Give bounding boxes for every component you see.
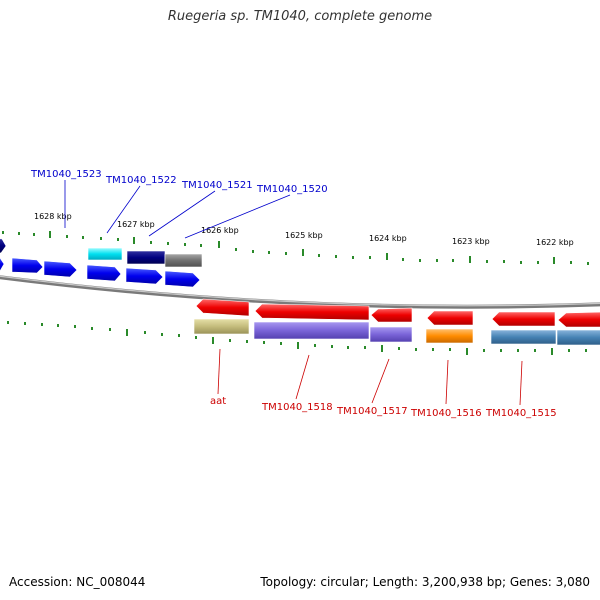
gene-arrow[interactable] [11, 257, 44, 274]
gene-arrow[interactable] [125, 267, 164, 285]
gene-arrow[interactable] [164, 270, 201, 288]
gene-block[interactable] [193, 318, 250, 335]
reverse-gene-track-2 [193, 318, 600, 346]
gene-arrow[interactable] [86, 264, 122, 282]
scale-label: 1627 kbp [117, 220, 155, 229]
gene-label[interactable]: TM1040_1522 [105, 175, 177, 186]
gene-label[interactable]: TM1040_1516 [410, 408, 482, 419]
gene-arrow[interactable] [0, 238, 7, 254]
gene-arrow[interactable] [43, 260, 78, 278]
gene-block[interactable] [164, 253, 203, 268]
scale-label: 1626 kbp [201, 226, 239, 235]
scale-labels: 1628 kbp 1627 kbp 1626 kbp 1625 kbp 1624… [34, 212, 574, 247]
gene-arrow[interactable] [195, 298, 250, 317]
gene-label[interactable]: TM1040_1521 [181, 180, 253, 191]
gene-block[interactable] [490, 329, 557, 345]
gene-label[interactable]: TM1040_1517 [336, 406, 408, 417]
accession-label: Accession: NC_008044 [9, 575, 146, 589]
gene-block[interactable] [253, 321, 370, 340]
gene-arrow[interactable] [370, 307, 413, 323]
lower-tick-track [7, 321, 587, 355]
reverse-label-lines [217, 348, 523, 406]
gene-block[interactable] [556, 329, 600, 346]
gene-block[interactable] [425, 328, 474, 344]
gene-label[interactable]: aat [210, 396, 226, 407]
scale-label: 1624 kbp [369, 234, 407, 243]
gene-arrow[interactable] [254, 303, 370, 321]
gene-block[interactable] [369, 326, 413, 343]
map-title: Ruegeria sp. TM1040, complete genome [167, 9, 433, 24]
forward-label-lines [64, 180, 291, 239]
gene-block[interactable] [126, 250, 166, 265]
gene-arrow[interactable] [491, 311, 556, 327]
gene-label[interactable]: TM1040_1518 [261, 402, 333, 413]
upper-tick-track [2, 231, 589, 265]
gene-arrow[interactable] [0, 257, 5, 272]
reverse-gene-track-1 [195, 298, 600, 328]
gene-label[interactable]: TM1040_1523 [30, 169, 102, 180]
scale-label: 1623 kbp [452, 237, 490, 246]
gene-block[interactable] [87, 247, 123, 261]
genome-backbone [0, 275, 600, 309]
scale-label: 1622 kbp [536, 238, 574, 247]
forward-gene-track-1 [0, 238, 203, 268]
forward-gene-track-2 [0, 257, 201, 288]
reverse-gene-labels: aat TM1040_1518 TM1040_1517 TM1040_1516 … [210, 396, 557, 419]
gene-label[interactable]: TM1040_1515 [485, 408, 557, 419]
scale-label: 1628 kbp [34, 212, 72, 221]
gene-arrow[interactable] [426, 310, 474, 326]
gene-label[interactable]: TM1040_1520 [256, 184, 328, 195]
forward-gene-labels: TM1040_1523 TM1040_1522 TM1040_1521 TM10… [30, 169, 328, 195]
gene-arrow[interactable] [557, 311, 600, 328]
genome-summary: Topology: circular; Length: 3,200,938 bp… [260, 575, 590, 589]
scale-label: 1625 kbp [285, 231, 323, 240]
